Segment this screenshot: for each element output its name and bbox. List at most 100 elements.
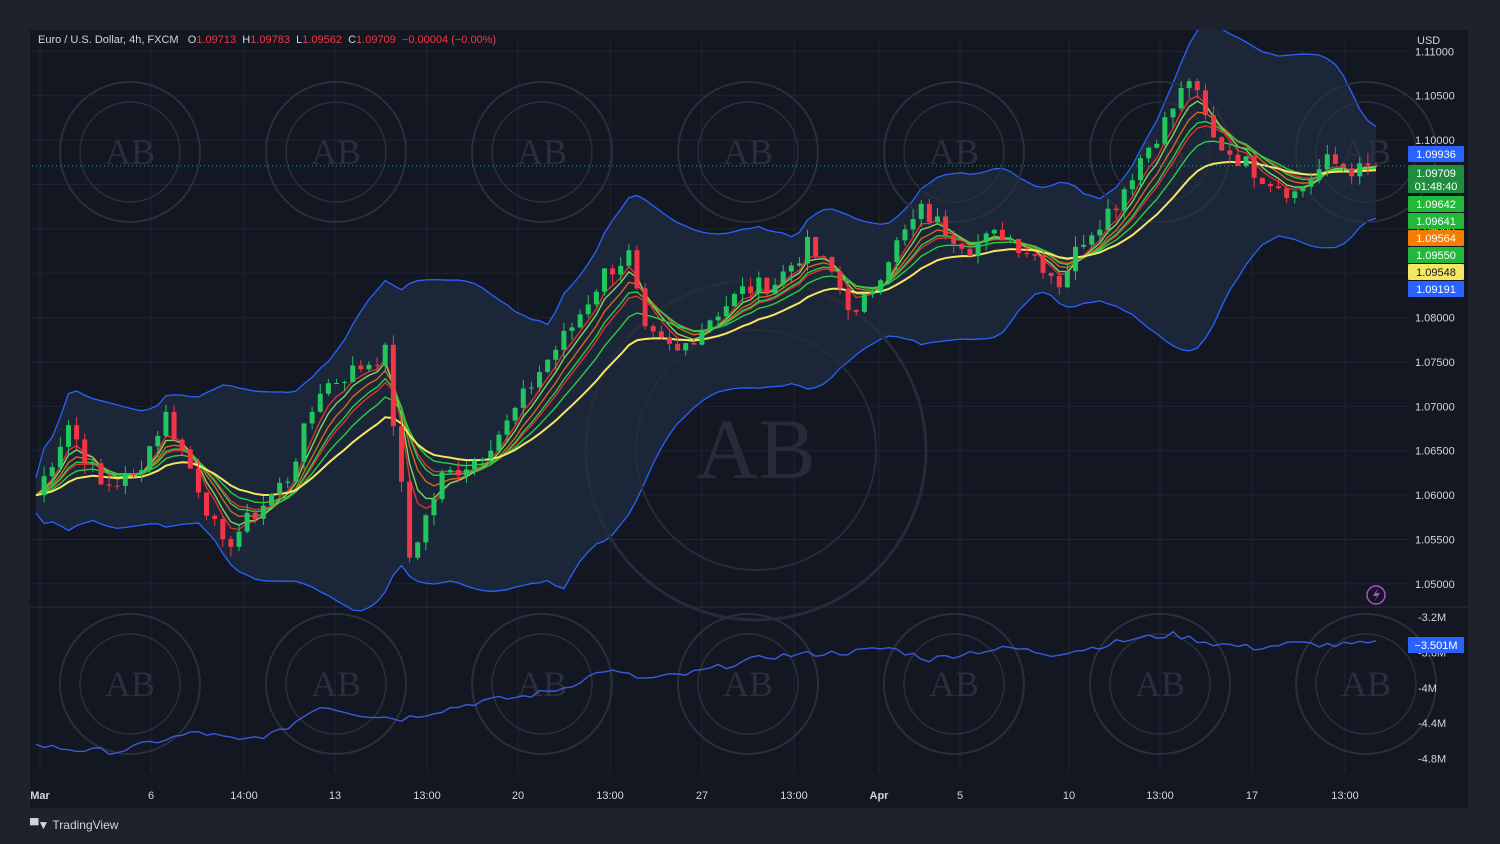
candle-body [74,425,80,440]
time-tick-label: 13 [329,790,341,802]
candle-body [731,293,737,307]
candle-body [902,229,908,241]
tradingview-icon: ▀▼ [30,818,49,832]
candle-body [1121,189,1127,211]
candle-body [187,449,193,469]
candle-body [455,469,461,476]
candle-body [496,434,502,451]
watermark-logo-text: AB [311,132,361,172]
candle-body [975,242,981,256]
candle-body [301,423,307,462]
candle-body [699,329,705,345]
candle-body [220,519,226,540]
candle-body [1097,229,1103,236]
candle-body [179,439,185,450]
time-tick-label: Apr [870,790,890,802]
time-tick-label: 17 [1246,790,1258,802]
low-value: 1.09562 [302,34,342,46]
candle-body [98,463,104,485]
candle-body [805,236,811,264]
watermark-logo-text: AB [1135,664,1185,704]
bollinger-upper-line [35,30,1377,478]
candle-body [1162,117,1168,144]
watermark-ring-inner [1315,633,1417,735]
watermark-ring [471,613,613,755]
watermark-ring-inner [903,101,1005,203]
watermark-logo-text: AB [517,664,567,704]
watermark-ring-inner [79,101,181,203]
tradingview-brand[interactable]: ▀▼ TradingView [30,818,118,832]
watermark-ring-inner [903,633,1005,735]
candle-body [999,229,1005,241]
candle-body [1073,246,1079,272]
change-value: −0.00004 (−0.00%) [401,34,497,46]
time-tick-label: 13:00 [780,790,808,802]
watermark-logo-text: AB [517,132,567,172]
candle-body [959,243,965,249]
candle-body [390,344,396,427]
candle-body [520,388,526,408]
price-tag [1408,196,1464,212]
watermark-ring-inner [1109,633,1211,735]
price-tag-value: 1.09564 [1416,233,1456,245]
candle-body [991,229,997,234]
candle-body [845,288,851,311]
watermark-ring-inner [1109,101,1211,203]
watermark-logo-text: AB [105,132,155,172]
candle-body [1284,188,1290,199]
close-value: 1.09709 [356,34,396,46]
candle-body [813,236,819,257]
candle-body [593,291,599,305]
time-tick-label: 10 [1063,790,1075,802]
candle-body [1332,154,1338,164]
high-label: H [242,34,251,46]
candle-body [1170,108,1176,118]
candle-body [1341,163,1347,169]
watermark-ring-inner [491,101,593,203]
candle-body [374,364,380,366]
candle-body [1186,81,1192,89]
watermark-ring [677,81,819,223]
candle-body [723,306,729,317]
candle-body [1324,154,1330,170]
candle-body [1024,253,1030,255]
candle-body [82,439,88,464]
cvd-current-value: −3.501M [1414,640,1457,652]
price-tick-label: 1.10000 [1415,135,1455,147]
candle-body [910,219,916,230]
candle-body [796,263,802,266]
watermark-logo-text: AB [311,664,361,704]
candle-body [983,233,989,243]
candle-body [528,387,534,389]
candle-body [49,467,55,477]
candle-body [512,407,518,421]
chart-frame: AB AB AB AB AB AB AB AB AB AB AB AB AB AB AB USD 1.11000… [30,30,1468,808]
price-tag-value: 1.09548 [1416,267,1456,279]
candle-body [1227,150,1233,155]
watermark-ring [883,81,1025,223]
candle-body [1008,238,1014,241]
candle-body [666,337,672,344]
candle-body [764,277,770,294]
watermark-ring-inner [285,633,387,735]
candle-body [139,470,145,475]
candle-body [204,492,210,516]
candle-body [122,474,128,486]
candle-body [837,271,843,289]
candle-body [1276,186,1282,189]
lightning-icon[interactable] [1366,585,1386,605]
candle-body [829,257,835,272]
currency-label: USD [1417,35,1440,47]
candle-body [869,291,875,295]
candle-body [1137,158,1143,181]
candle-body [1202,90,1208,116]
candle-body [943,216,949,236]
watermark-ring-inner [285,101,387,203]
candle-body [642,288,648,327]
candle-body [1211,115,1217,138]
candle-body [788,265,794,272]
price-tick-label: 1.11000 [1415,46,1454,58]
candle-body [90,463,96,465]
candle-body [1292,191,1298,199]
